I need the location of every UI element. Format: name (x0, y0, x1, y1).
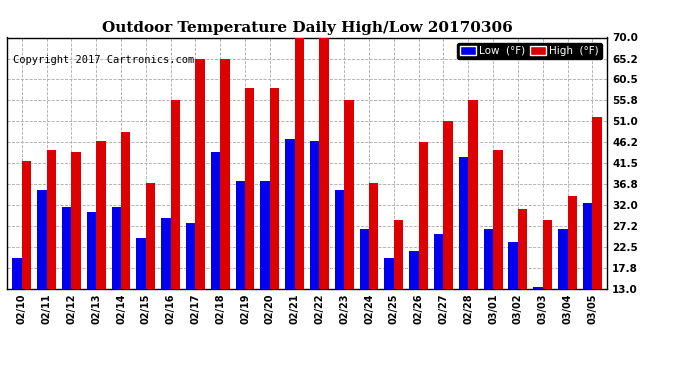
Bar (459, 156, 469, 289)
Bar (419, 142, 428, 289)
Bar (47, 150, 56, 289)
Bar (319, 31, 329, 289)
Bar (146, 183, 155, 289)
Bar (369, 183, 379, 289)
Bar (37, 190, 47, 289)
Bar (245, 88, 255, 289)
Bar (558, 229, 567, 289)
Bar (384, 258, 394, 289)
Bar (518, 209, 527, 289)
Bar (359, 229, 369, 289)
Bar (220, 58, 230, 289)
Bar (444, 121, 453, 289)
Bar (22, 161, 31, 289)
Bar (335, 190, 344, 289)
Bar (235, 181, 245, 289)
Bar (211, 152, 220, 289)
Bar (295, 38, 304, 289)
Bar (583, 203, 592, 289)
Bar (161, 218, 170, 289)
Bar (493, 150, 502, 289)
Bar (484, 229, 493, 289)
Bar (71, 152, 81, 289)
Bar (96, 141, 106, 289)
Bar (310, 141, 319, 289)
Bar (567, 196, 577, 289)
Legend: Low  (°F), High  (°F): Low (°F), High (°F) (457, 43, 602, 59)
Text: Copyright 2017 Cartronics.com: Copyright 2017 Cartronics.com (13, 55, 194, 65)
Bar (409, 251, 419, 289)
Bar (137, 238, 146, 289)
Bar (533, 286, 543, 289)
Bar (469, 100, 477, 289)
Bar (195, 58, 205, 289)
Title: Outdoor Temperature Daily High/Low 20170306: Outdoor Temperature Daily High/Low 20170… (101, 21, 513, 35)
Bar (394, 220, 403, 289)
Bar (592, 117, 602, 289)
Bar (344, 100, 354, 289)
Bar (87, 211, 96, 289)
Bar (112, 207, 121, 289)
Bar (543, 220, 552, 289)
Bar (62, 207, 71, 289)
Bar (260, 181, 270, 289)
Bar (285, 139, 295, 289)
Bar (509, 243, 518, 289)
Bar (170, 100, 180, 289)
Bar (186, 223, 195, 289)
Bar (434, 234, 444, 289)
Bar (121, 132, 130, 289)
Bar (12, 258, 22, 289)
Bar (270, 88, 279, 289)
